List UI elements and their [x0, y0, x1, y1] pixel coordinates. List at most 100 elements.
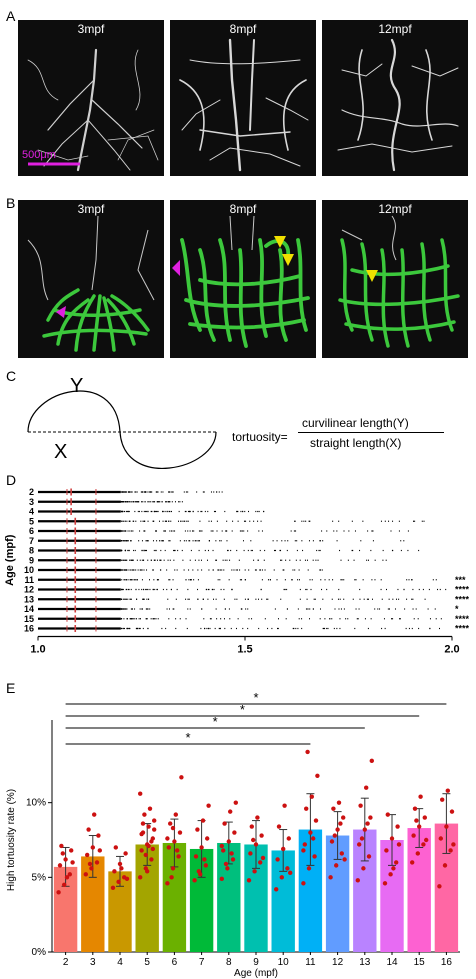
tortuosity-point — [307, 608, 309, 610]
tortuosity-point — [297, 627, 299, 630]
tortuosity-point — [319, 569, 321, 571]
tortuosity-point — [127, 510, 129, 513]
tortuosity-point — [125, 588, 127, 591]
tortuosity-point — [382, 559, 384, 561]
tortuosity-point — [155, 530, 157, 532]
significance-label: **** — [455, 624, 470, 634]
data-point — [64, 875, 70, 880]
tortuosity-point — [124, 520, 126, 522]
tortuosity-point — [157, 501, 159, 503]
tortuosity-point — [178, 501, 180, 503]
tortuosity-point — [306, 559, 308, 561]
tortuosity-point — [195, 540, 197, 542]
tortuosity-point — [253, 559, 255, 561]
tortuosity-point — [166, 520, 168, 522]
tortuosity-point — [189, 530, 191, 532]
tortuosity-point — [197, 569, 199, 571]
tortuosity-point — [140, 491, 142, 493]
tortuosity-point — [120, 549, 122, 552]
tortuosity-point — [247, 627, 249, 630]
tortuosity-point — [165, 501, 167, 503]
data-point — [248, 851, 253, 856]
tortuosity-point — [299, 588, 301, 591]
formula-denominator: straight length(X) — [310, 436, 402, 450]
tortuosity-point — [230, 549, 232, 552]
tortuosity-point — [319, 540, 321, 542]
tortuosity-point — [213, 510, 215, 513]
tortuosity-point — [143, 549, 145, 552]
tortuosity-point — [152, 569, 154, 571]
tortuosity-point — [232, 520, 234, 522]
data-point — [168, 821, 173, 826]
tortuosity-point — [143, 530, 145, 532]
tortuosity-point — [305, 608, 307, 610]
tortuosity-point — [152, 501, 154, 503]
tortuosity-point — [146, 540, 148, 542]
tortuosity-point — [127, 588, 129, 591]
tortuosity-point — [127, 501, 129, 503]
data-point — [342, 857, 347, 862]
tortuosity-point — [158, 579, 160, 581]
tortuosity-point — [296, 540, 298, 542]
tortuosity-point — [323, 627, 325, 630]
data-point — [150, 846, 155, 852]
tortuosity-point — [168, 491, 170, 493]
tortuosity-point — [125, 608, 127, 610]
tortuosity-point — [439, 588, 441, 591]
tortuosity-point — [136, 579, 138, 581]
tortuosity-point — [122, 510, 124, 513]
tortuosity-point — [168, 501, 170, 503]
tortuosity-point — [142, 501, 144, 503]
data-point — [417, 824, 422, 829]
tortuosity-point — [138, 540, 140, 542]
data-point — [228, 809, 233, 814]
bar — [407, 828, 431, 952]
tortuosity-point — [123, 540, 125, 542]
tortuosity-point — [131, 579, 133, 581]
tortuosity-point — [142, 520, 144, 522]
tortuosity-point — [223, 598, 225, 600]
tortuosity-point — [161, 501, 163, 503]
panel-a-letter: A — [6, 8, 16, 24]
tortuosity-point — [124, 608, 126, 610]
tortuosity-point — [174, 530, 176, 532]
tortuosity-point — [131, 618, 133, 620]
tortuosity-point — [221, 569, 223, 571]
tortuosity-point — [147, 501, 149, 503]
tortuosity-point — [240, 608, 242, 610]
data-point — [59, 843, 64, 849]
tortuosity-point — [190, 549, 192, 552]
y-tick-label: 0% — [32, 947, 47, 958]
tortuosity-point — [146, 588, 148, 591]
data-point — [312, 854, 317, 859]
data-point — [451, 842, 456, 847]
tortuosity-point — [141, 501, 143, 503]
tortuosity-point — [266, 598, 268, 600]
data-point — [364, 785, 369, 790]
data-point — [414, 818, 419, 823]
data-point — [110, 885, 116, 890]
tortuosity-point — [201, 530, 203, 532]
tortuosity-point — [385, 559, 387, 561]
tortuosity-point — [133, 520, 135, 522]
x-tick-label: 9 — [253, 957, 259, 968]
tortuosity-point — [144, 530, 146, 532]
tortuosity-point — [162, 510, 164, 513]
data-point — [170, 825, 176, 831]
tortuosity-point — [197, 579, 199, 581]
tortuosity-point — [295, 559, 297, 561]
tortuosity-point — [392, 549, 394, 552]
tortuosity-point — [124, 549, 126, 552]
bar — [271, 850, 295, 952]
tortuosity-point — [208, 540, 210, 542]
data-point — [175, 848, 180, 853]
tortuosity-point — [212, 569, 214, 571]
tortuosity-point — [134, 579, 136, 581]
tortuosity-point — [142, 491, 144, 493]
tortuosity-point — [141, 588, 143, 591]
tortuosity-point — [321, 530, 323, 532]
tortuosity-point — [145, 618, 147, 620]
tortuosity-point — [155, 549, 157, 552]
tortuosity-point — [348, 530, 350, 532]
tortuosity-point — [160, 549, 162, 552]
